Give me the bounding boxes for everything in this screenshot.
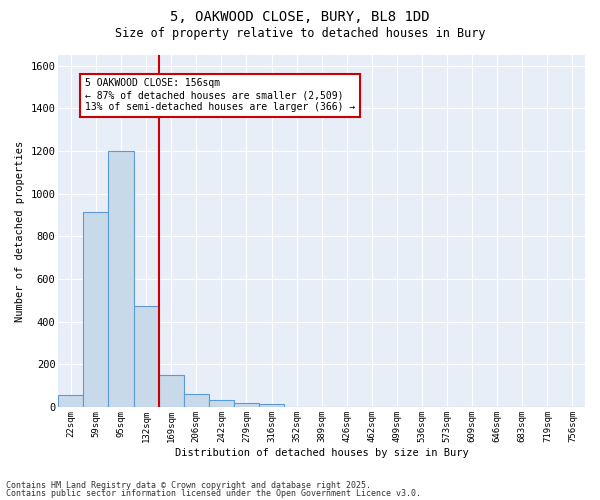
Bar	[109, 151, 134, 407]
Text: Contains public sector information licensed under the Open Government Licence v3: Contains public sector information licen…	[6, 488, 421, 498]
Text: Contains HM Land Registry data © Crown copyright and database right 2025.: Contains HM Land Registry data © Crown c…	[6, 481, 371, 490]
Bar	[158, 375, 184, 407]
Text: 5, OAKWOOD CLOSE, BURY, BL8 1DD: 5, OAKWOOD CLOSE, BURY, BL8 1DD	[170, 10, 430, 24]
Text: 5 OAKWOOD CLOSE: 156sqm
← 87% of detached houses are smaller (2,509)
13% of semi: 5 OAKWOOD CLOSE: 156sqm ← 87% of detache…	[85, 78, 355, 112]
Bar	[83, 212, 109, 407]
Bar	[58, 395, 83, 407]
Bar	[259, 404, 284, 407]
Y-axis label: Number of detached properties: Number of detached properties	[15, 140, 25, 322]
Bar	[234, 403, 259, 407]
Bar	[134, 306, 158, 407]
Bar	[209, 400, 234, 407]
X-axis label: Distribution of detached houses by size in Bury: Distribution of detached houses by size …	[175, 448, 469, 458]
Text: Size of property relative to detached houses in Bury: Size of property relative to detached ho…	[115, 28, 485, 40]
Bar	[184, 394, 209, 407]
